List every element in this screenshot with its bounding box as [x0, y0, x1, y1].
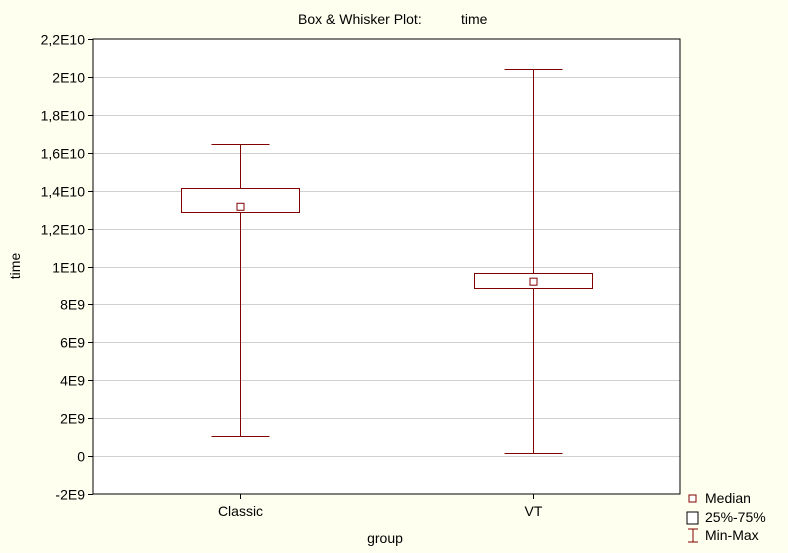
legend-box-label: 25%-75% [705, 509, 766, 525]
y-tick-label: 1,4E10 [41, 184, 86, 200]
legend-median-icon [688, 494, 697, 503]
box-series [181, 69, 593, 454]
x-axis-label: group [367, 530, 403, 546]
box-group-vt [474, 69, 593, 454]
y-tick-label: 6E9 [60, 335, 85, 351]
median-marker [236, 202, 245, 211]
grid-lines [93, 77, 680, 457]
y-tick-label: 2E10 [52, 70, 85, 86]
y-tick-label: 1,8E10 [41, 108, 86, 124]
legend: Median 25%-75% Min-Max [686, 490, 766, 543]
legend-median-label: Median [705, 490, 751, 506]
legend-minmax-label: Min-Max [705, 527, 759, 543]
plot-frame [92, 38, 681, 495]
y-axis-label: time [7, 253, 23, 280]
y-tick-label: 2,2E10 [41, 32, 86, 48]
x-axis-ticks: Classic VT [218, 494, 543, 519]
legend-box-icon [686, 511, 699, 525]
y-tick-label: 0 [77, 449, 85, 465]
chart-title: Box & Whisker Plot: [298, 11, 422, 27]
y-tick-label: 1,6E10 [41, 146, 86, 162]
y-tick-label: 1E10 [52, 260, 85, 276]
median-marker [529, 277, 538, 286]
plot-area [93, 39, 680, 494]
legend-minmax-icon [688, 528, 698, 543]
x-tick-label: VT [525, 503, 543, 519]
y-tick-label: -2E9 [55, 487, 85, 503]
chart-title-variable: time [461, 11, 488, 27]
y-tick-label: 2E9 [60, 411, 85, 427]
y-tick-label: 1,2E10 [41, 222, 86, 238]
y-tick-label: 4E9 [60, 373, 85, 389]
x-tick-label: Classic [218, 503, 263, 519]
y-axis-ticks: -2E9 0 2E9 4E9 6E9 8E9 1E10 1,2E10 1,4E10 1,6E10 1… [41, 32, 93, 503]
y-tick-label: 8E9 [60, 297, 85, 313]
box-group-classic [181, 144, 300, 437]
